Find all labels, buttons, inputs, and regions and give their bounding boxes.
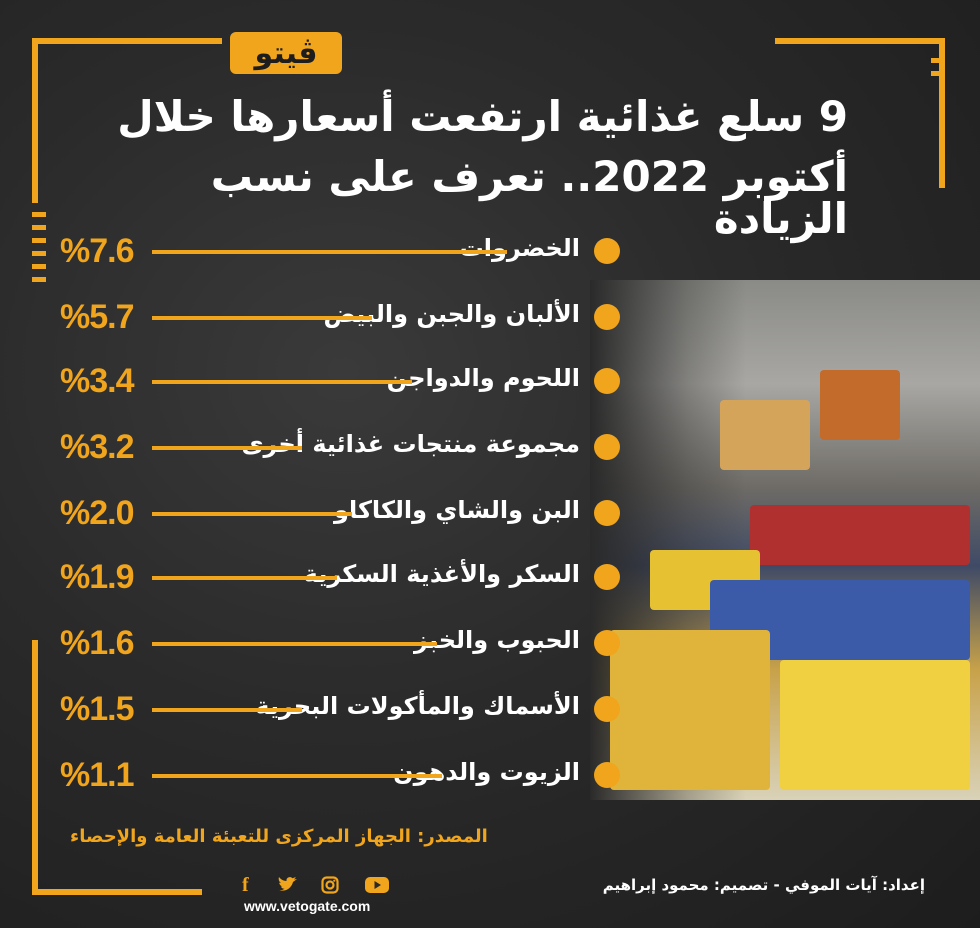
leader-line [152, 446, 302, 450]
page-title-line2: أكتوبر 2022.. تعرف على نسب الزيادة [210, 152, 848, 243]
item-percent: %1.9 [60, 558, 135, 596]
frame-right-ticks-1 [931, 58, 945, 63]
list-item: الزيوت والدهون %1.1 [60, 756, 620, 796]
list-item: الخضروات %7.6 [60, 232, 620, 272]
leader-line [152, 250, 507, 254]
list-item: مجموعة منتجات غذائية أخرى %3.2 [60, 428, 620, 468]
website-url[interactable]: www.vetogate.com [244, 898, 371, 914]
item-percent: %7.6 [60, 232, 135, 270]
vetogate-logo: ڤيتو [230, 32, 342, 74]
leader-line [152, 512, 352, 516]
frame-left-ticks-4 [32, 251, 46, 256]
list-item: الحبوب والخبز %1.6 [60, 624, 620, 664]
twitter-icon[interactable] [277, 876, 299, 894]
list-item: السكر والأغذية السكرية %1.9 [60, 558, 620, 598]
list-item: اللحوم والدواجن %3.4 [60, 362, 620, 402]
frame-right-top [939, 38, 945, 188]
bullet-dot [594, 304, 620, 330]
bullet-dot [594, 696, 620, 722]
item-label: الخضروات [459, 234, 580, 262]
frame-left-top [32, 38, 38, 203]
item-percent: %3.4 [60, 362, 135, 400]
frame-left-ticks-5 [32, 264, 46, 269]
list-item: البن والشاي والكاكاو %2.0 [60, 494, 620, 534]
list-item: الألبان والجبن والبيض %5.7 [60, 298, 620, 338]
frame-top-left [32, 38, 222, 44]
source-note: المصدر: الجهاز المركزى للتعبئة العامة وا… [70, 826, 488, 847]
frame-left-ticks-3 [32, 238, 46, 243]
leader-line [152, 316, 372, 320]
bullet-dot [594, 564, 620, 590]
item-label: الأسماك والمأكولات البحرية [255, 692, 580, 720]
leader-line [152, 576, 337, 580]
bullet-dot [594, 238, 620, 264]
youtube-icon[interactable] [364, 876, 389, 894]
leader-line [152, 380, 412, 384]
page-title-line1: 9 سلع غذائية ارتفعت أسعارها خلال [117, 92, 848, 141]
groceries-photo [590, 280, 980, 800]
item-percent: %3.2 [60, 428, 135, 466]
bullet-dot [594, 368, 620, 394]
item-percent: %1.5 [60, 690, 135, 728]
item-label: السكر والأغذية السكرية [303, 560, 580, 588]
list-item: الأسماك والمأكولات البحرية %1.5 [60, 690, 620, 730]
credits-line: إعداد: آيات الموفي - تصميم: محمود إبراهي… [602, 876, 925, 894]
item-label: الألبان والجبن والبيض [323, 300, 580, 328]
frame-left-ticks-2 [32, 225, 46, 230]
frame-right-ticks-2 [931, 71, 945, 76]
frame-left-bottom [32, 640, 38, 895]
item-percent: %1.6 [60, 624, 135, 662]
leader-line [152, 642, 437, 646]
frame-bottom-left [32, 889, 202, 895]
facebook-icon[interactable]: f [242, 873, 249, 896]
frame-top-right [775, 38, 945, 44]
item-percent: %2.0 [60, 494, 135, 532]
frame-left-ticks-1 [32, 212, 46, 217]
item-percent: %5.7 [60, 298, 135, 336]
bullet-dot [594, 630, 620, 656]
item-label: مجموعة منتجات غذائية أخرى [241, 430, 580, 458]
item-label: اللحوم والدواجن [386, 364, 580, 392]
instagram-icon[interactable] [321, 876, 339, 894]
item-label: الحبوب والخبز [413, 626, 580, 654]
leader-line [152, 708, 302, 712]
item-percent: %1.1 [60, 756, 135, 794]
item-label: الزيوت والدهون [393, 758, 580, 786]
social-bar: f [242, 873, 389, 897]
bullet-dot [594, 434, 620, 460]
leader-line [152, 774, 442, 778]
item-label: البن والشاي والكاكاو [334, 496, 580, 524]
frame-left-ticks-6 [32, 277, 46, 282]
bullet-dot [594, 762, 620, 788]
bullet-dot [594, 500, 620, 526]
